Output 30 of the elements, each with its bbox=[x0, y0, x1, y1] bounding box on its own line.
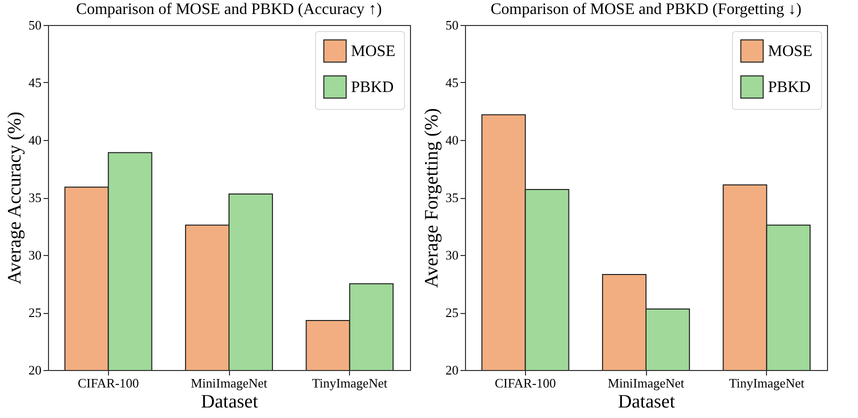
y-tick-label: 35 bbox=[28, 190, 42, 205]
y-tick-label: 35 bbox=[446, 190, 458, 205]
x-axis-title: Dataset bbox=[201, 392, 259, 412]
legend-label: PBKD bbox=[351, 79, 394, 96]
x-axis-title: Dataset bbox=[618, 392, 676, 412]
x-tick-label: MiniImageNet bbox=[608, 376, 685, 390]
y-tick-label: 50 bbox=[28, 18, 42, 32]
x-tick-label: CIFAR-100 bbox=[78, 376, 139, 390]
legend-label: MOSE bbox=[768, 43, 812, 60]
x-tick-label: TinyImageNet bbox=[312, 376, 388, 390]
y-tick-label: 45 bbox=[446, 75, 458, 90]
x-tick-label: MiniImageNet bbox=[190, 376, 268, 390]
x-tick-label: CIFAR-100 bbox=[494, 376, 556, 390]
x-tick-label: TinyImageNet bbox=[728, 376, 805, 390]
y-tick-label: 20 bbox=[446, 362, 458, 378]
y-tick-label: 25 bbox=[28, 305, 42, 320]
legend-label: PBKD bbox=[768, 79, 811, 96]
y-tick-label: 25 bbox=[446, 305, 458, 320]
y-tick-label: 30 bbox=[446, 248, 458, 262]
y-tick-label: 45 bbox=[28, 75, 42, 90]
y-tick-label: 40 bbox=[28, 132, 42, 148]
y-tick-label: 20 bbox=[28, 362, 42, 378]
chart-title: Comparison of MOSE and PBKD (Forgetting ↓) bbox=[490, 1, 802, 18]
chart-title: Comparison of MOSE and PBKD (Accuracy ↑) bbox=[76, 1, 382, 18]
y-tick-label: 50 bbox=[446, 18, 458, 32]
y-tick-label: 30 bbox=[28, 248, 42, 262]
y-axis-title: Average Accuracy (%) bbox=[4, 112, 26, 284]
y-axis-title: Average Forgetting (%) bbox=[422, 108, 442, 288]
y-tick-label: 40 bbox=[446, 132, 458, 148]
legend-label: MOSE bbox=[351, 43, 396, 60]
